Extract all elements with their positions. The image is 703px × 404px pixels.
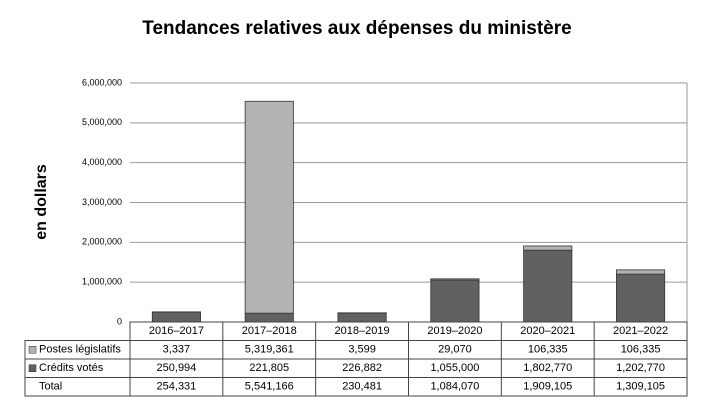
- table-value: 226,882: [342, 362, 382, 374]
- bar-segment: [523, 249, 573, 323]
- x-tick-label: 2017–2018: [242, 325, 297, 337]
- bar-segment: [616, 273, 666, 323]
- bar-segment: [151, 311, 201, 323]
- x-tick-label: 2018–2019: [335, 325, 390, 337]
- table-value: 250,994: [157, 362, 197, 374]
- y-tick-label: 5,000,000: [82, 117, 122, 127]
- table-value: 5,319,361: [245, 344, 294, 356]
- table-value: 29,070: [438, 344, 472, 356]
- bar-segment: [244, 312, 294, 323]
- table-value: 1,802,770: [523, 362, 572, 374]
- table-value: 1,202,770: [616, 362, 665, 374]
- table-total: 254,331: [157, 381, 197, 393]
- legend-label: Postes législatifs: [39, 344, 121, 356]
- table-total: 5,541,166: [245, 381, 294, 393]
- chart-title: Tendances relatives aux dépenses du mini…: [142, 18, 571, 39]
- x-tick-label: 2021–2022: [613, 325, 668, 337]
- bar-segment: [337, 312, 387, 323]
- y-tick-label: 6,000,000: [82, 77, 122, 87]
- table-value: 1,055,000: [430, 362, 479, 374]
- y-axis-label: en dollars: [33, 164, 50, 240]
- table-value: 106,335: [621, 344, 661, 356]
- legend-label: Crédits votés: [39, 362, 104, 374]
- x-tick-label: 2020–2021: [520, 325, 575, 337]
- x-tick-label: 2019–2020: [427, 325, 482, 337]
- y-tick-label: 4,000,000: [82, 157, 122, 167]
- bar-segment: [523, 245, 573, 251]
- bar-segment: [616, 269, 666, 275]
- table-total: 1,084,070: [430, 381, 479, 393]
- table-total: 1,909,105: [523, 381, 572, 393]
- table-value: 3,599: [348, 344, 376, 356]
- y-tick-label: 3,000,000: [82, 197, 122, 207]
- total-label: Total: [39, 381, 62, 393]
- legend-swatch: [28, 364, 37, 372]
- bar-segment: [430, 279, 480, 323]
- y-tick-label: 0: [117, 316, 122, 326]
- table-total: 1,309,105: [616, 381, 665, 393]
- legend-swatch: [28, 346, 37, 354]
- table-value: 106,335: [528, 344, 568, 356]
- y-tick-label: 1,000,000: [82, 277, 122, 287]
- table-value: 221,805: [249, 362, 289, 374]
- bar-segment: [430, 278, 480, 281]
- table-value: 3,337: [163, 344, 191, 356]
- x-tick-label: 2016–2017: [149, 325, 204, 337]
- table-total: 230,481: [342, 381, 382, 393]
- y-tick-label: 2,000,000: [82, 237, 122, 247]
- bar-segment: [244, 100, 294, 314]
